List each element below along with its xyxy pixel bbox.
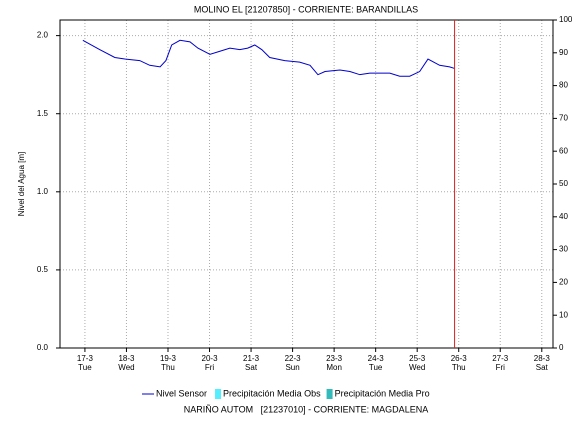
y2-tick-label: 100 — [559, 15, 573, 24]
legend-label: Precipitación Media Pro — [335, 388, 430, 398]
chart-title: MOLINO EL [21207850] - CORRIENTE: BARAND… — [194, 4, 418, 14]
x-tick-label: 22-3 — [285, 354, 302, 363]
x-tick-day: Mon — [326, 363, 342, 372]
x-tick-label: 26-3 — [451, 354, 468, 363]
y-tick-label: 1.5 — [37, 109, 49, 118]
y2-tick-label: 0 — [559, 343, 564, 352]
x-tick-day: Sat — [536, 363, 549, 372]
plot-frame — [59, 19, 554, 349]
y2-tick-label: 60 — [559, 146, 568, 155]
y-tick-label: 2.0 — [37, 31, 49, 40]
y2-tick-label: 90 — [559, 48, 568, 57]
x-tick-label: 28-3 — [534, 354, 551, 363]
x-tick-label: 24-3 — [368, 354, 385, 363]
y-tick-label: 0.5 — [37, 265, 49, 274]
y-tick-label: 1.0 — [37, 187, 49, 196]
y2-tick-label: 30 — [559, 245, 568, 254]
x-tick-label: 27-3 — [492, 354, 509, 363]
y-axis-label: Nivel del Agua [m] — [17, 152, 26, 216]
y-tick-label: 0.0 — [37, 343, 49, 352]
legend-swatch — [326, 389, 333, 399]
x-tick-label: 17-3 — [77, 354, 94, 363]
x-tick-day: Wed — [118, 363, 134, 372]
x-tick-label: 19-3 — [160, 354, 177, 363]
legend-label: Precipitación Media Obs — [223, 388, 321, 398]
x-tick-label: 18-3 — [118, 354, 135, 363]
x-tick-day: Thu — [161, 363, 175, 372]
x-tick-label: 21-3 — [243, 354, 260, 363]
x-tick-label: 23-3 — [326, 354, 343, 363]
x-tick-label: 20-3 — [202, 354, 219, 363]
y2-tick-label: 50 — [559, 179, 568, 188]
data-line — [82, 39, 455, 77]
x-tick-day: Fri — [205, 363, 215, 372]
x-tick-label: 25-3 — [409, 354, 426, 363]
x-tick-day: Tue — [78, 363, 92, 372]
y2-tick-label: 10 — [559, 310, 568, 319]
x-tick-day: Sun — [285, 363, 299, 372]
legend-swatch — [215, 389, 222, 399]
x-tick-day: Sat — [245, 363, 258, 372]
x-tick-day: Wed — [409, 363, 425, 372]
legend-label: Nivel Sensor — [156, 388, 207, 398]
footer: NARIÑO AUTOM [21237010] - CORRIENTE: MAG… — [184, 404, 428, 414]
y2-tick-label: 20 — [559, 278, 568, 287]
x-tick-day: Tue — [369, 363, 383, 372]
x-tick-day: Fri — [496, 363, 506, 372]
y2-tick-label: 70 — [559, 114, 568, 123]
y2-tick-label: 80 — [559, 81, 568, 90]
x-tick-day: Thu — [452, 363, 466, 372]
y2-tick-label: 40 — [559, 212, 568, 221]
